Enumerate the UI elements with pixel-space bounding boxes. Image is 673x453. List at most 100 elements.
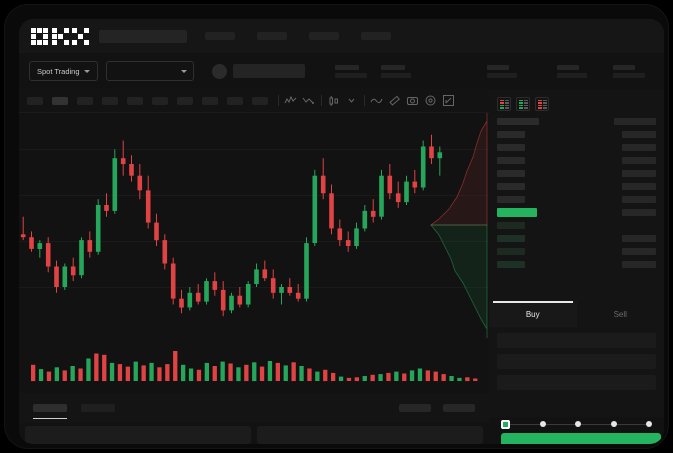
nav-item-1[interactable] — [257, 32, 287, 40]
stat-4 — [612, 64, 645, 78]
onboarding-stepper — [489, 417, 664, 431]
volume-histogram — [19, 338, 489, 393]
search-input[interactable] — [99, 29, 187, 43]
measure-icon[interactable] — [388, 94, 401, 107]
step-dot-1[interactable] — [501, 419, 510, 429]
order-form-row-0[interactable] — [497, 333, 656, 348]
table-row[interactable] — [497, 195, 656, 204]
bottom-panels — [19, 423, 489, 444]
stat-label — [486, 64, 509, 70]
snapshot-icon[interactable] — [406, 94, 419, 107]
asks-icon[interactable] — [535, 97, 549, 111]
toolbar-divider — [278, 95, 279, 106]
step-line — [545, 423, 575, 425]
step-dot-4[interactable] — [610, 421, 617, 427]
trade-tabs: Buy Sell — [489, 301, 664, 327]
order-form-row-2[interactable] — [497, 375, 656, 390]
step-dot-2[interactable] — [539, 421, 546, 427]
stat-label — [612, 64, 635, 70]
timeframe-3[interactable] — [102, 96, 118, 105]
active-tab-underline — [33, 417, 67, 419]
step-dot-3[interactable] — [575, 421, 581, 427]
chevron-down-icon — [83, 69, 90, 73]
chart-toolbar — [19, 89, 489, 113]
orders-tab-2[interactable] — [81, 404, 115, 412]
indicators-icon[interactable] — [284, 94, 297, 107]
chevron-down-icon[interactable] — [345, 94, 358, 107]
stat-2 — [486, 64, 517, 78]
chevron-down-icon — [180, 69, 187, 73]
table-row[interactable] — [497, 260, 656, 269]
step-dot-5[interactable] — [646, 421, 652, 427]
timeframe-2[interactable] — [77, 96, 93, 105]
orders-action-1[interactable] — [399, 404, 431, 412]
line-chart-icon[interactable] — [370, 94, 383, 107]
orders-action-2[interactable] — [443, 404, 475, 412]
order-book-header — [497, 117, 656, 126]
bottom-panel-0[interactable] — [25, 426, 251, 444]
depth-overlay — [429, 113, 488, 338]
orders-tab-active[interactable] — [33, 404, 67, 419]
timeframe-8[interactable] — [227, 96, 243, 105]
timeframe-4[interactable] — [127, 96, 143, 105]
order-book-highlight-row[interactable] — [497, 208, 656, 217]
spot-trading-dropdown[interactable]: Spot Trading — [29, 61, 98, 81]
tab-sell[interactable]: Sell — [613, 309, 627, 319]
order-book-display-modes — [497, 97, 656, 111]
stat-value — [486, 72, 517, 78]
table-row[interactable] — [497, 247, 656, 256]
stat-value — [334, 72, 367, 78]
nav-item-3[interactable] — [361, 32, 391, 40]
fullscreen-icon[interactable] — [442, 94, 455, 107]
step-line — [581, 423, 611, 425]
table-row[interactable] — [497, 143, 656, 152]
stat-value — [612, 72, 645, 78]
table-row[interactable] — [497, 130, 656, 139]
chart-type-icon[interactable] — [327, 94, 340, 107]
header-nav — [205, 32, 391, 40]
table-row[interactable] — [497, 169, 656, 178]
nav-item-2[interactable] — [309, 32, 339, 40]
app-screen: Spot Trading — [19, 19, 664, 444]
table-row[interactable] — [497, 156, 656, 165]
table-row[interactable] — [497, 221, 656, 230]
timeframe-9[interactable] — [252, 96, 268, 105]
stat-value — [556, 72, 587, 78]
stat-0 — [334, 64, 367, 78]
timeframe-0[interactable] — [27, 96, 43, 105]
both-icon[interactable] — [497, 97, 511, 111]
device-bezel: Spot Trading — [4, 4, 669, 449]
candlestick-chart[interactable] — [19, 113, 489, 338]
table-row[interactable] — [497, 234, 656, 243]
stat-label — [334, 64, 359, 70]
app-header — [19, 19, 664, 53]
table-row[interactable] — [497, 182, 656, 191]
step-line — [616, 423, 646, 425]
okx-logo[interactable] — [31, 27, 89, 45]
candle-series — [20, 134, 443, 317]
compare-icon[interactable] — [302, 94, 315, 107]
order-book — [489, 89, 664, 301]
order-form-row-1[interactable] — [497, 354, 656, 369]
order-form — [489, 327, 664, 417]
timeframe-5[interactable] — [152, 96, 168, 105]
stat-1 — [380, 64, 411, 78]
primary-cta-button[interactable] — [501, 433, 661, 444]
market-subbar: Spot Trading — [19, 53, 664, 89]
bids-icon[interactable] — [516, 97, 530, 111]
settings-gear-icon[interactable] — [424, 94, 437, 107]
bottom-panel-1[interactable] — [257, 426, 483, 444]
pair-avatar — [211, 63, 227, 79]
stat-label — [380, 64, 405, 70]
timeframe-6[interactable] — [177, 96, 193, 105]
orders-tabbar — [19, 393, 489, 423]
timeframe-1[interactable] — [52, 96, 68, 105]
stat-label — [556, 64, 579, 70]
timeframe-7[interactable] — [202, 96, 218, 105]
pair-select[interactable] — [105, 61, 194, 81]
nav-item-0[interactable] — [205, 32, 235, 40]
pair-name[interactable] — [232, 64, 305, 78]
tab-buy[interactable]: Buy — [489, 301, 577, 327]
stat-3 — [556, 64, 587, 78]
